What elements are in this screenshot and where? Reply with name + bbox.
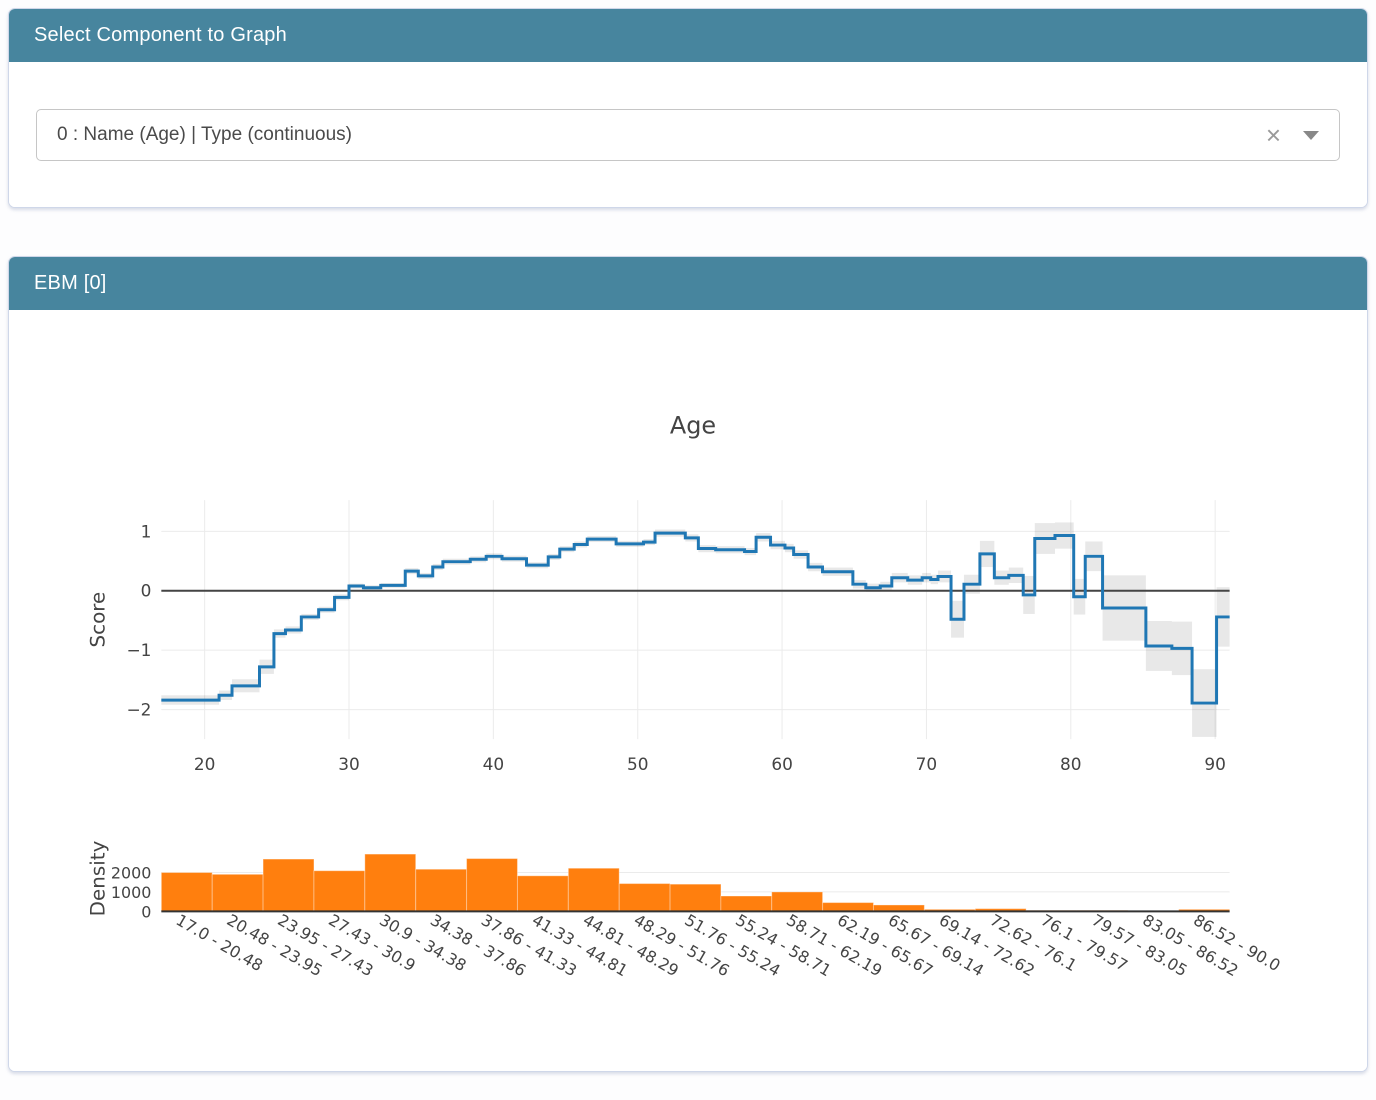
select-component-title: Select Component to Graph: [34, 24, 287, 46]
select-component-card-body: 0 : Name (Age) | Type (continuous) ×: [9, 62, 1367, 207]
component-select-icons: ×: [1265, 120, 1319, 150]
component-select-value: 0 : Name (Age) | Type (continuous): [57, 124, 353, 145]
select-component-card-header: Select Component to Graph: [9, 9, 1367, 62]
density-bar[interactable]: [669, 883, 722, 912]
score-axis-title: Score: [87, 592, 110, 648]
score-y-tick-label: −1: [126, 640, 151, 660]
density-bar[interactable]: [822, 902, 874, 912]
x-tick-label: 80: [1060, 754, 1082, 774]
x-tick-label: 50: [627, 754, 649, 774]
select-component-card: Select Component to Graph 0 : Name (Age)…: [8, 8, 1368, 208]
density-axis-title: Density: [87, 840, 110, 916]
density-bar[interactable]: [567, 867, 620, 912]
x-tick-label: 70: [916, 754, 938, 774]
density-bar[interactable]: [262, 858, 315, 912]
density-bar[interactable]: [313, 870, 366, 912]
density-bar[interactable]: [364, 853, 417, 912]
x-tick-label: 20: [194, 754, 216, 774]
density-bar[interactable]: [720, 895, 773, 912]
density-bar[interactable]: [415, 868, 468, 912]
ebm-card-body: 1 0 −1 −2 20 30 40 50 60 70 80 90 Score Age 2000 1000 0 D…: [9, 310, 1367, 1071]
x-tick-label: 40: [483, 754, 505, 774]
score-y-tick-label: −2: [126, 700, 151, 720]
density-bar[interactable]: [211, 873, 264, 912]
chevron-down-icon[interactable]: [1303, 130, 1319, 140]
x-tick-label: 30: [338, 754, 360, 774]
density-y-tick-label: 0: [141, 902, 151, 921]
density-bar[interactable]: [771, 891, 824, 912]
component-select[interactable]: 0 : Name (Age) | Type (continuous) ×: [36, 109, 1340, 161]
density-bar[interactable]: [516, 875, 569, 912]
density-bar[interactable]: [466, 858, 518, 912]
ebm-chart-svg[interactable]: 10−1−220 30 40 50 60 70 80 90ScoreAge200010000D…: [9, 310, 1367, 1049]
density-bar[interactable]: [160, 872, 213, 912]
density-y-tick-label: 2000: [111, 863, 151, 882]
x-tick-label: 90: [1204, 754, 1226, 774]
score-line: [161, 531, 1230, 705]
score-y-tick-label: 1: [141, 521, 152, 541]
density-bar[interactable]: [618, 883, 671, 912]
ebm-card-title: EBM [0]: [34, 272, 107, 294]
score-y-tick-label: 0: [141, 581, 152, 601]
x-tick-label: 60: [771, 754, 793, 774]
clear-icon[interactable]: ×: [1265, 120, 1281, 150]
ebm-card: EBM [0] 1 0 −1 −2 20 30 40 50 60 70 80 90 Score Age 20…: [8, 256, 1368, 1072]
chart-title: Age: [670, 411, 716, 439]
density-y-tick-label: 1000: [111, 883, 151, 902]
ebm-card-header: EBM [0]: [9, 257, 1367, 310]
